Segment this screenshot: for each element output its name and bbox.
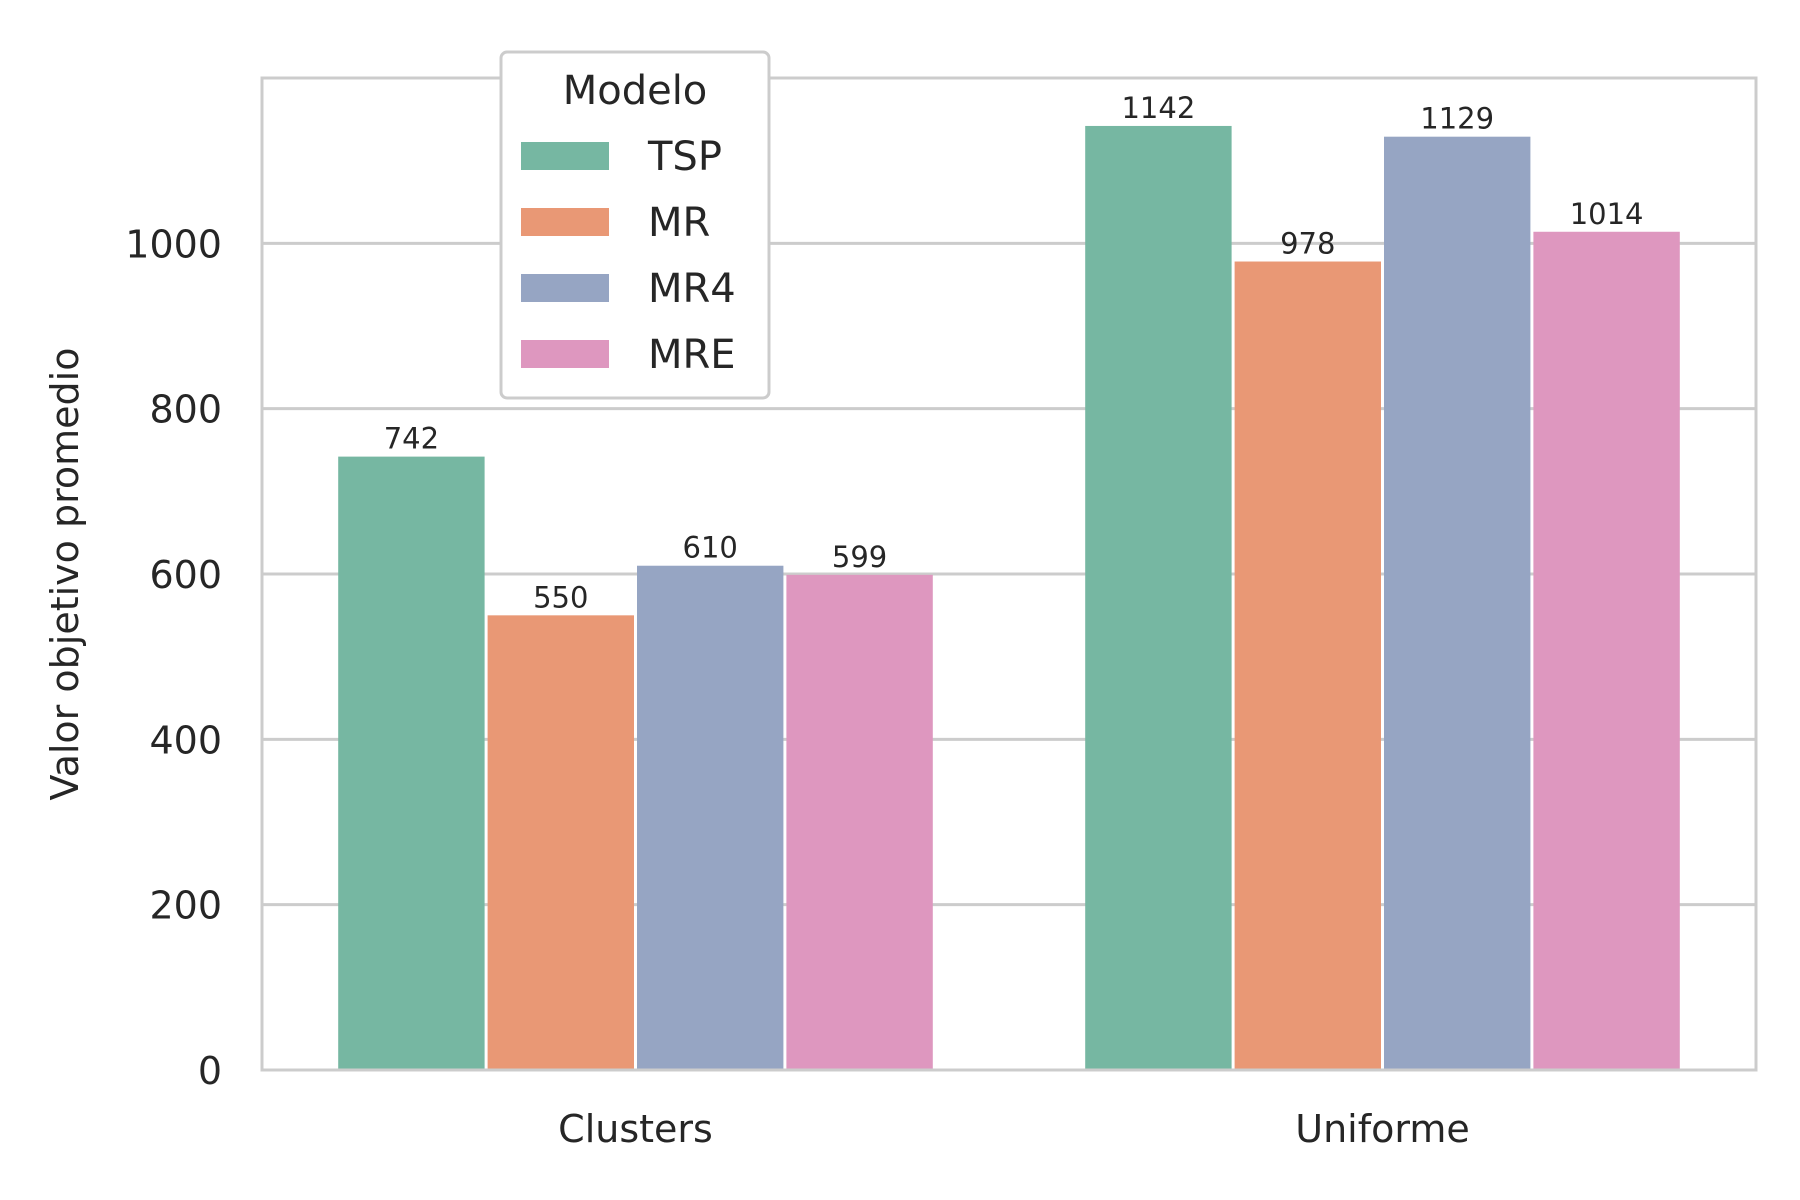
legend-swatch-mre	[521, 340, 609, 368]
y-tick-label: 1000	[125, 222, 222, 266]
legend-label-mr: MR	[648, 200, 710, 246]
legend-label-mre: MRE	[648, 332, 736, 378]
data-label: 610	[683, 531, 738, 565]
y-tick-labels: 0 200 400 600 800 1000	[125, 222, 222, 1093]
x-tick-labels: Clusters Uniforme	[558, 1107, 1470, 1151]
data-label: 1142	[1121, 91, 1195, 125]
y-tick-label: 400	[149, 718, 222, 762]
legend-label-tsp: TSP	[647, 134, 722, 180]
legend: Modelo TSP MR MR4 MRE	[499, 50, 771, 400]
data-label: 978	[1280, 227, 1335, 261]
bar-mr4-clusters	[637, 565, 784, 1070]
bar-mr-clusters	[487, 615, 634, 1070]
legend-box	[499, 50, 771, 400]
x-tick-label: Uniforme	[1295, 1107, 1469, 1151]
bar-mr-uniforme	[1234, 261, 1381, 1070]
x-tick-label: Clusters	[558, 1107, 713, 1151]
data-label: 1129	[1420, 102, 1494, 136]
legend-label-mr4: MR4	[648, 266, 736, 312]
bars	[338, 125, 1680, 1071]
legend-items: TSP MR MR4 MRE	[521, 134, 736, 378]
bar-tsp-uniforme	[1085, 125, 1232, 1071]
data-label: 1014	[1570, 197, 1644, 231]
y-axis-label: Valor objetivo promedio	[43, 348, 87, 801]
legend-swatch-mr	[521, 208, 609, 236]
data-label: 599	[832, 540, 887, 574]
data-label: 742	[384, 422, 439, 456]
legend-title: Modelo	[563, 68, 708, 114]
y-tick-label: 800	[149, 388, 222, 432]
data-label: 550	[533, 580, 588, 614]
legend-swatch-tsp	[521, 142, 609, 170]
bar-tsp-clusters	[338, 456, 485, 1070]
bar-mre-clusters	[786, 574, 933, 1070]
y-tick-label: 0	[198, 1049, 222, 1093]
bar-mr4-uniforme	[1384, 136, 1531, 1070]
y-tick-label: 200	[149, 884, 222, 928]
data-labels: 742 550 610 599 1142 978 1129 1014	[384, 91, 1644, 614]
bar-mre-uniforme	[1533, 231, 1680, 1070]
plot-frame	[260, 76, 1758, 1072]
y-tick-label: 600	[149, 553, 222, 597]
legend-swatch-mr4	[521, 274, 609, 302]
